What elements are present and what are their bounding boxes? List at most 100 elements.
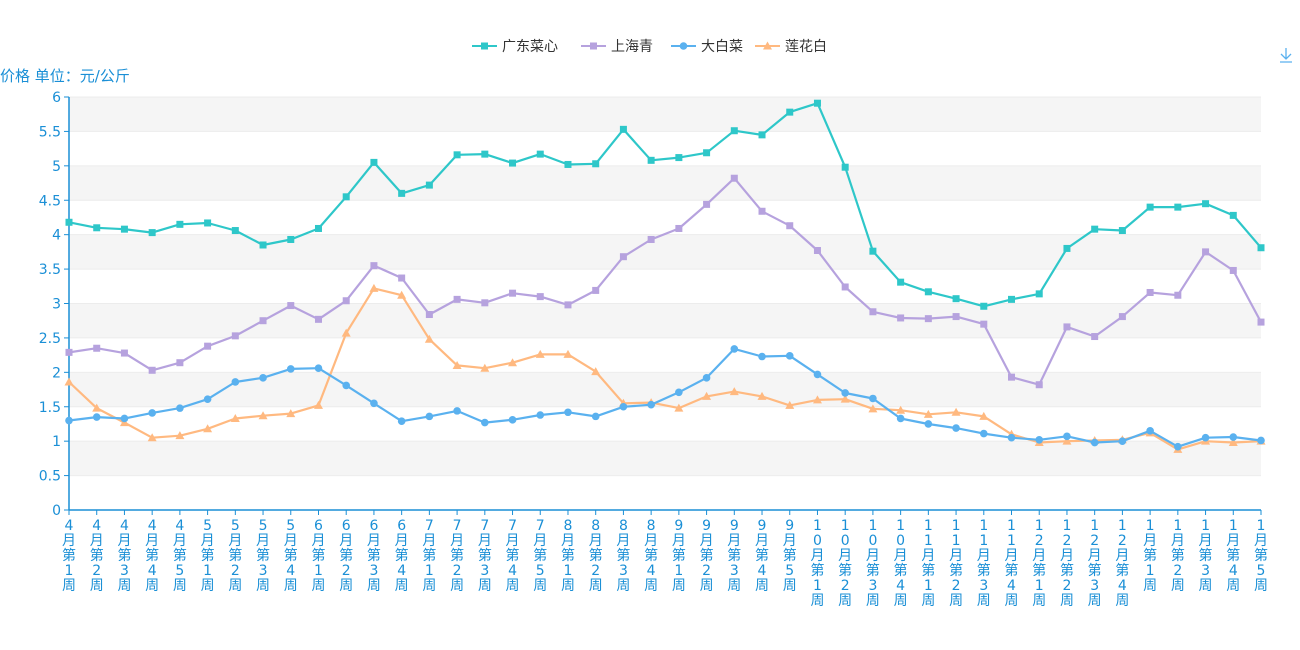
data-point xyxy=(896,405,906,414)
data-point xyxy=(509,159,517,167)
x-tick-label: 7 月第 3 周 xyxy=(478,518,492,594)
legend-label: 广东菜心 xyxy=(502,39,558,55)
data-point xyxy=(176,404,184,412)
data-point xyxy=(535,349,545,358)
data-point xyxy=(93,224,101,232)
data-point xyxy=(1008,373,1016,381)
data-point xyxy=(92,403,102,412)
x-tick-label: 6 月第 2 周 xyxy=(339,518,353,594)
data-point xyxy=(564,301,572,309)
data-point xyxy=(453,295,461,303)
data-point xyxy=(813,99,821,107)
data-point xyxy=(509,289,517,297)
x-tick-label: 1 2 月第 2 周 xyxy=(1060,518,1074,609)
x-tick-label: 9 月第 4 周 xyxy=(755,518,769,594)
y-tick-label: 2 xyxy=(52,365,61,381)
data-point xyxy=(258,411,268,420)
data-point xyxy=(176,359,184,367)
series-2 xyxy=(65,174,1265,389)
series-line xyxy=(68,102,1262,308)
x-tick-label: 4 月第 5 周 xyxy=(173,518,187,594)
data-point xyxy=(703,200,711,208)
legend-label: 上海青 xyxy=(611,39,653,55)
data-point xyxy=(369,283,379,292)
data-point xyxy=(1257,436,1265,445)
data-point xyxy=(147,433,157,442)
data-point xyxy=(481,150,489,158)
data-point xyxy=(508,416,517,424)
data-point xyxy=(980,320,988,328)
series-lines xyxy=(64,99,1266,453)
data-point xyxy=(231,332,239,340)
x-tick-label: 1 1 月第 4 周 xyxy=(1005,518,1019,609)
grid-band xyxy=(69,372,1261,407)
data-point xyxy=(758,207,766,215)
data-point xyxy=(1090,438,1099,447)
data-point xyxy=(397,417,406,426)
data-point xyxy=(398,274,406,282)
x-tick-label: 1 月第 1 周 xyxy=(1143,518,1157,594)
data-point xyxy=(1062,436,1072,445)
x-tick-label: 9 月第 2 周 xyxy=(700,518,714,594)
grid-band xyxy=(69,303,1261,338)
data-point xyxy=(204,219,212,227)
data-point xyxy=(1257,244,1265,252)
data-point xyxy=(841,283,849,291)
legend-marker xyxy=(763,41,772,50)
x-tick-label: 1 月第 4 周 xyxy=(1226,518,1240,594)
data-point xyxy=(730,127,738,135)
data-point xyxy=(979,429,988,438)
data-point xyxy=(979,411,989,420)
data-point xyxy=(480,363,490,372)
x-tick-label: 7 月第 1 周 xyxy=(422,518,436,594)
data-point xyxy=(314,315,322,323)
data-point xyxy=(425,311,433,319)
data-point xyxy=(65,416,73,425)
data-point xyxy=(93,344,101,352)
data-point xyxy=(148,366,156,374)
data-point xyxy=(786,108,794,116)
data-point xyxy=(341,328,351,337)
legend-item[interactable]: 大白菜 xyxy=(671,39,743,55)
legend-item[interactable]: 上海青 xyxy=(581,39,653,55)
x-tick-label: 9 月第 3 周 xyxy=(727,518,741,594)
data-point xyxy=(1063,432,1071,441)
data-point xyxy=(675,224,683,232)
data-point xyxy=(674,403,684,412)
y-tick-label: 5.5 xyxy=(39,124,61,140)
data-point xyxy=(952,295,960,303)
data-point xyxy=(730,345,739,353)
legend-item[interactable]: 广东菜心 xyxy=(472,39,558,55)
x-tick-label: 4 月第 4 周 xyxy=(145,518,159,594)
y-tick-label: 4 xyxy=(52,228,61,244)
x-tick-label: 9 月第 5 周 xyxy=(783,518,797,594)
data-point xyxy=(619,125,627,133)
data-point xyxy=(952,313,960,321)
series-3 xyxy=(65,345,1265,451)
data-point xyxy=(287,235,295,243)
download-icon[interactable] xyxy=(1280,48,1292,63)
data-point xyxy=(675,388,683,397)
legend-item[interactable]: 莲花白 xyxy=(755,39,827,55)
data-point xyxy=(1228,438,1238,447)
data-point xyxy=(453,407,461,415)
data-point xyxy=(1007,433,1016,442)
data-point xyxy=(924,420,933,428)
x-tick-label: 1 0 月第 3 周 xyxy=(866,518,880,609)
data-point xyxy=(314,224,322,232)
data-point xyxy=(758,131,766,139)
data-point xyxy=(897,278,905,286)
grid-band xyxy=(69,441,1261,476)
series-4 xyxy=(64,283,1266,453)
data-point xyxy=(342,297,350,305)
x-tick-label: 8 月第 1 周 xyxy=(561,518,575,594)
data-point xyxy=(425,412,434,421)
data-point xyxy=(785,352,794,360)
data-point xyxy=(1257,318,1265,326)
x-tick-label: 4 月第 1 周 xyxy=(62,518,76,594)
grid-band xyxy=(69,269,1261,304)
data-point xyxy=(536,293,544,301)
data-point xyxy=(1035,381,1043,389)
series-line xyxy=(68,177,1262,386)
data-point xyxy=(176,220,184,228)
